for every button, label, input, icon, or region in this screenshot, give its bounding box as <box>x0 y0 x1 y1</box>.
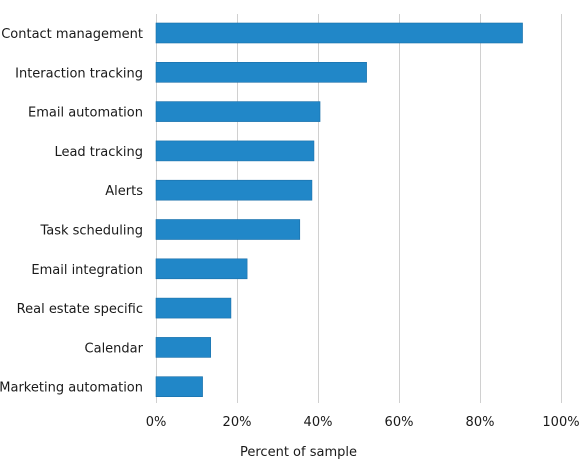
category-label: Email integration <box>31 263 143 278</box>
bar <box>155 61 367 83</box>
category-label: Alerts <box>105 184 143 199</box>
x-axis-title: Percent of sample <box>240 445 357 460</box>
bar <box>155 297 232 319</box>
bar <box>155 22 523 44</box>
category-label: Contact management <box>1 27 143 42</box>
x-tick-label: 100% <box>542 415 579 430</box>
x-tick-labels: 0% 20% 40% 60% 80% 100% <box>146 415 580 430</box>
bar <box>155 337 211 358</box>
x-tick-label: 80% <box>466 415 495 430</box>
x-tick-label: 40% <box>304 415 333 430</box>
bar <box>155 140 315 162</box>
category-label: Calendar <box>85 341 144 356</box>
category-label: Email automation <box>28 106 143 121</box>
bars <box>155 22 523 398</box>
bar <box>155 179 313 201</box>
category-label: Task scheduling <box>39 224 143 239</box>
x-tick-label: 60% <box>385 415 414 430</box>
x-tick-label: 0% <box>146 415 167 430</box>
x-tick-label: 20% <box>223 415 252 430</box>
bar <box>155 101 321 122</box>
category-label: Marketing automation <box>0 381 143 396</box>
category-label: Lead tracking <box>54 145 143 160</box>
category-label: Real estate specific <box>17 302 143 317</box>
bar <box>155 376 203 398</box>
bar <box>155 258 248 280</box>
bar <box>155 219 301 240</box>
category-label: Interaction tracking <box>15 66 143 81</box>
category-labels: Contact management Interaction tracking Em… <box>0 27 144 396</box>
